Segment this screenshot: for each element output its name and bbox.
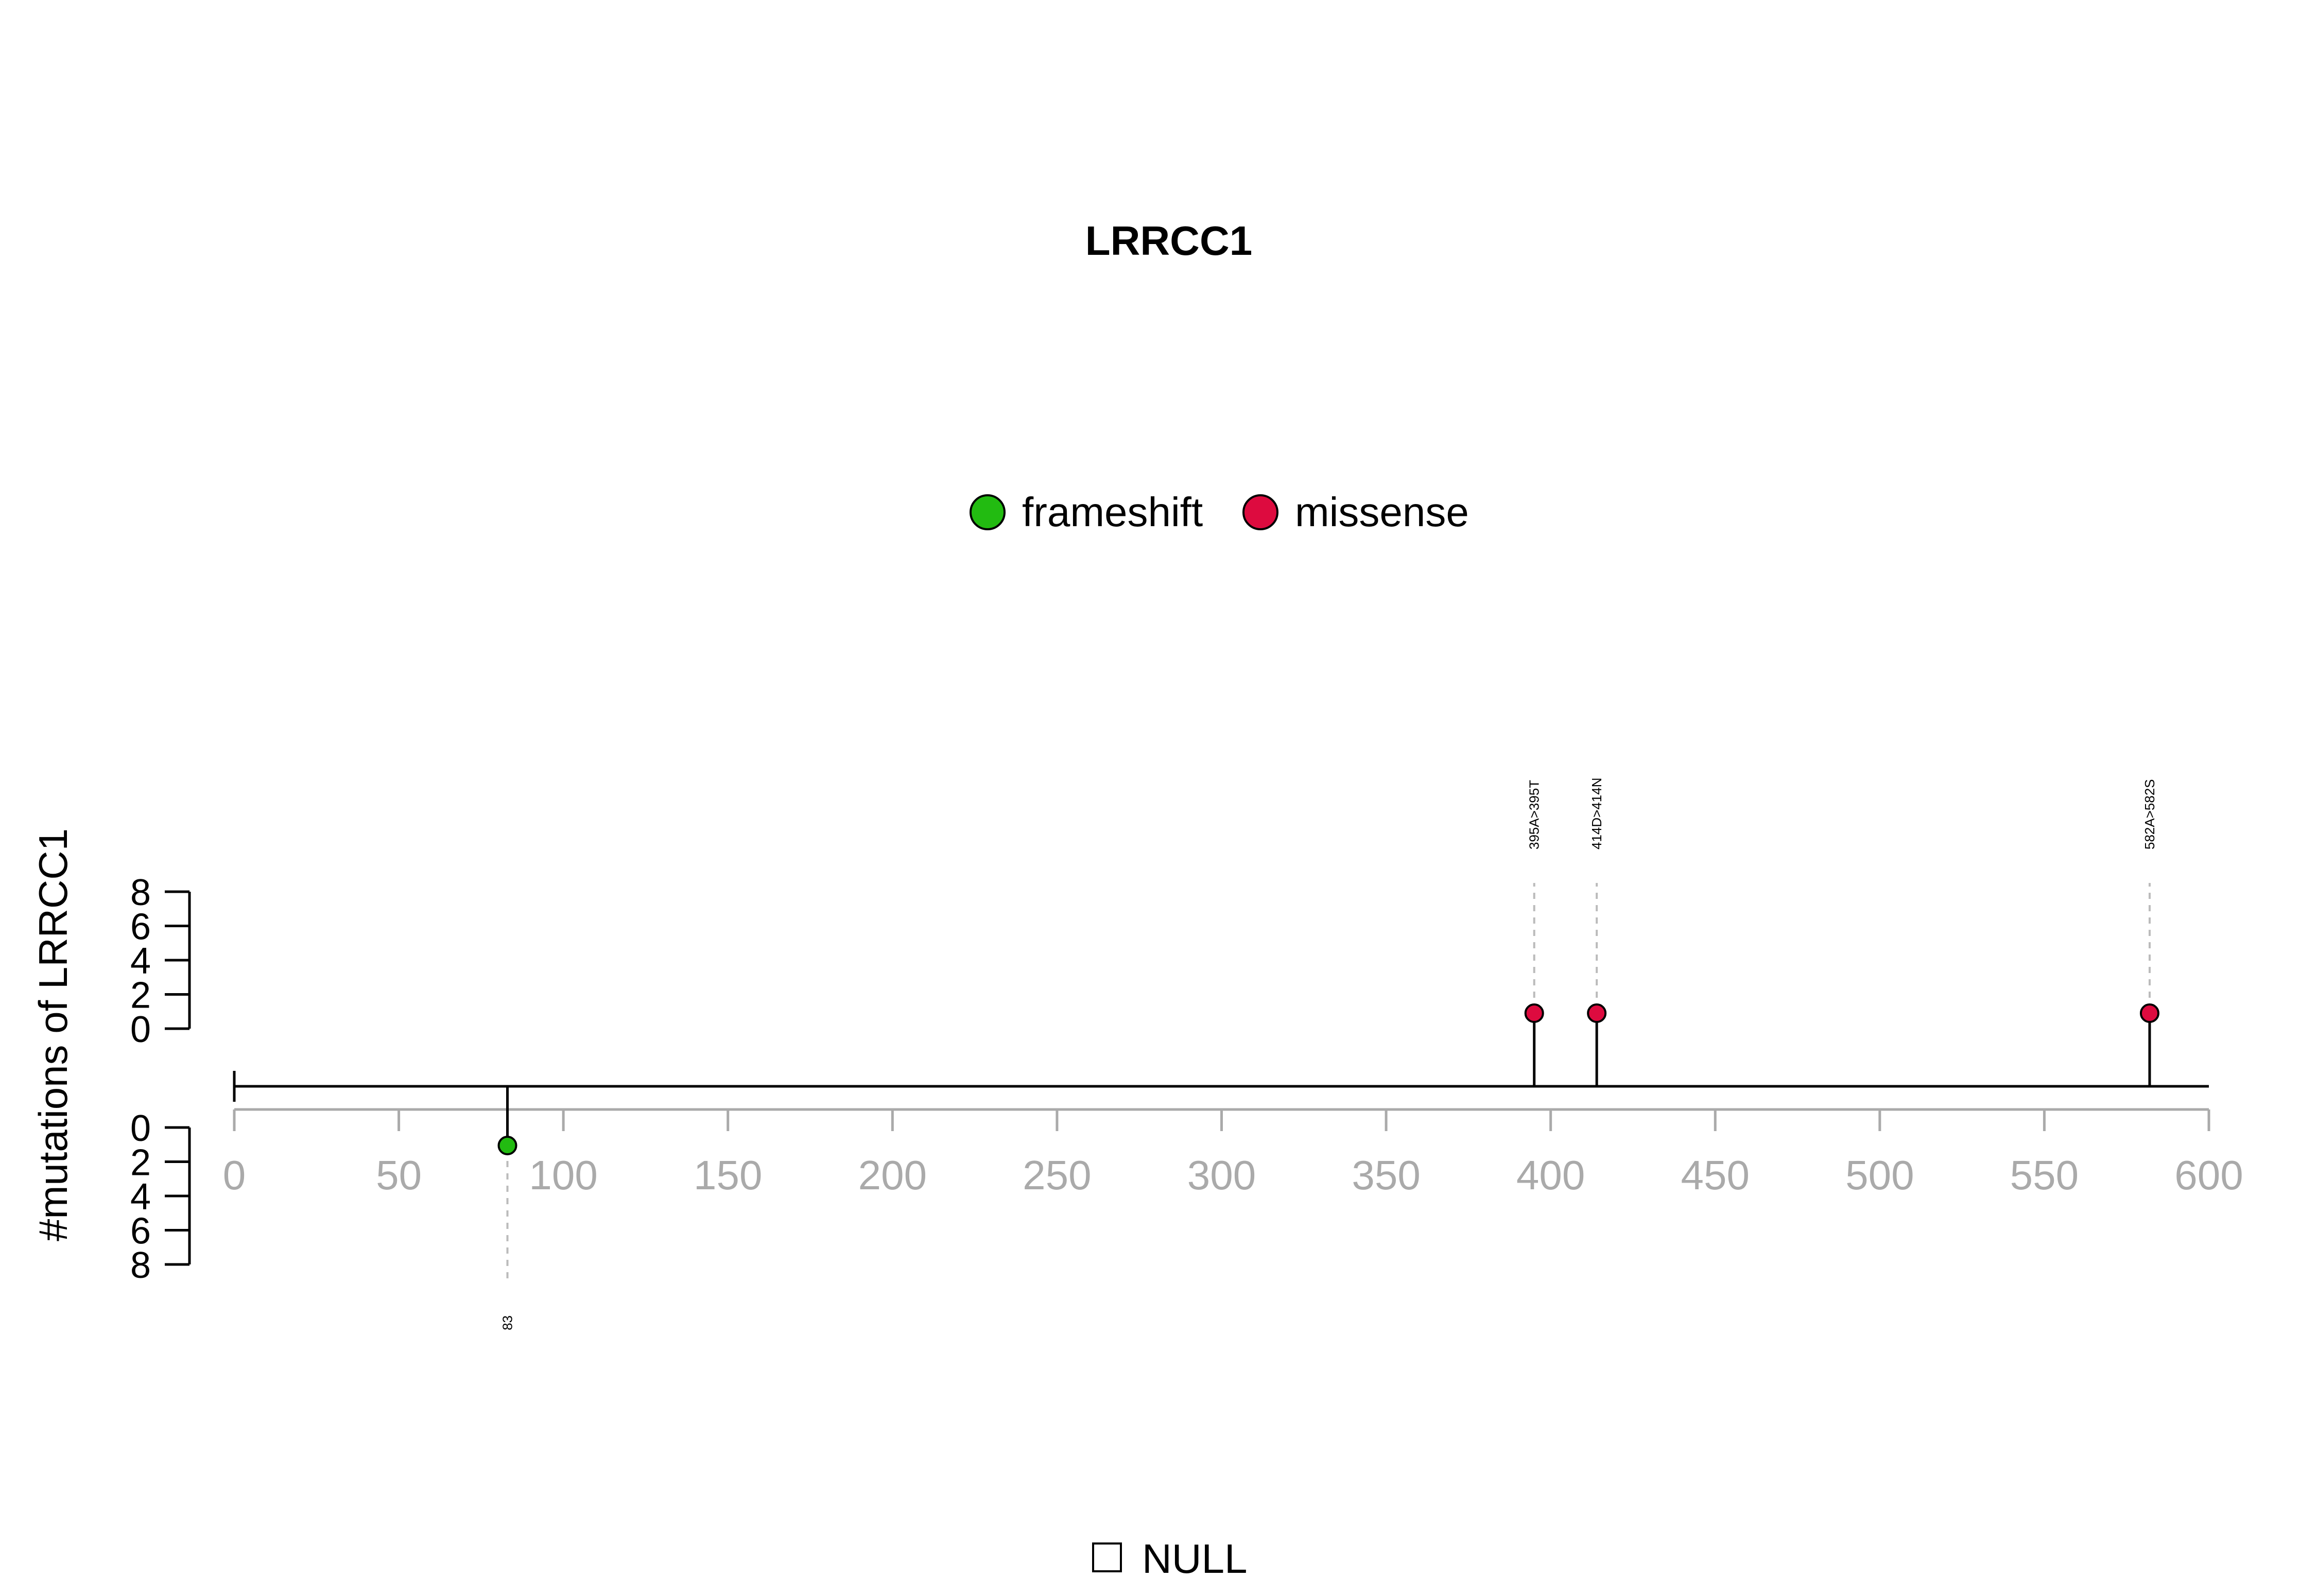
protein-backbone xyxy=(233,1071,2209,1102)
x-tick-label: 350 xyxy=(1352,1152,1420,1198)
x-tick-label: 250 xyxy=(1023,1152,1091,1198)
x-tick-label: 300 xyxy=(1187,1152,1256,1198)
lollipop-head-frameshift xyxy=(497,1136,517,1155)
mutation-label: 582A>582S xyxy=(2142,779,2157,849)
lollipop-head-missense xyxy=(1587,1003,1607,1023)
mutation-414: 414D>414N xyxy=(1587,778,1607,1086)
x-tick-label: 500 xyxy=(1845,1152,1914,1198)
x-tick-label: 550 xyxy=(2010,1152,2079,1198)
lollipop-head-missense xyxy=(1524,1003,1544,1023)
x-tick-label: 50 xyxy=(376,1152,422,1198)
x-tick-label: 600 xyxy=(2174,1152,2243,1198)
legend-marker-missense xyxy=(1242,494,1278,530)
x-tick-label: 400 xyxy=(1516,1152,1585,1198)
legend-marker-frameshift xyxy=(970,494,1006,530)
mutation-582: 582A>582S xyxy=(2139,779,2159,1086)
y-axis-top-tick-label: 6 xyxy=(130,907,151,948)
y-axis-bottom-tick-label: 0 xyxy=(130,1108,151,1149)
x-axis: 0 50 100 150 200 250 300 350 400 450 500 550 600 xyxy=(223,1108,2243,1198)
legend-label-frameshift: frameshift xyxy=(1022,489,1203,535)
mutation-label: 414D>414N xyxy=(1589,778,1604,850)
y-axis-bottom-tick-label: 2 xyxy=(130,1142,151,1184)
domain-legend-box-null xyxy=(1092,1542,1122,1572)
y-axis-top-tick-label: 0 xyxy=(130,1009,151,1050)
mutation-label: 83 xyxy=(500,1315,515,1330)
x-tick-label: 450 xyxy=(1681,1152,1750,1198)
y-axis-label: #mutations of LRRCC1 xyxy=(30,828,76,1241)
x-tick-label: 200 xyxy=(858,1152,927,1198)
y-axis-top-tick-label: 2 xyxy=(130,975,151,1016)
legend: frameshift missense xyxy=(970,489,1469,535)
x-tick-label: 100 xyxy=(529,1152,597,1198)
x-tick-label: 0 xyxy=(223,1152,246,1198)
domain-legend: NULL xyxy=(1092,1536,1248,1582)
chart-title: LRRCC1 xyxy=(1085,218,1252,264)
y-axis-top-tick-label: 4 xyxy=(130,941,151,982)
mutation-395: 395A>395T xyxy=(1524,780,1544,1086)
y-axis-top-tick-label: 8 xyxy=(130,872,151,913)
y-axis-bottom-tick-label: 6 xyxy=(130,1211,151,1252)
lollipop-head-missense xyxy=(2139,1003,2159,1023)
legend-label-missense: missense xyxy=(1295,489,1469,535)
mutation-lollipops: 83 395A>395T 414D>414N 582A>582S xyxy=(497,778,2159,1330)
domain-legend-label-null: NULL xyxy=(1142,1536,1248,1582)
y-axis-bottom-tick-label: 4 xyxy=(130,1176,151,1218)
y-axis-bottom-tick-label: 8 xyxy=(130,1245,151,1286)
mutation-83: 83 xyxy=(497,1086,517,1330)
x-tick-label: 150 xyxy=(694,1152,762,1198)
mutation-label: 395A>395T xyxy=(1527,780,1542,849)
